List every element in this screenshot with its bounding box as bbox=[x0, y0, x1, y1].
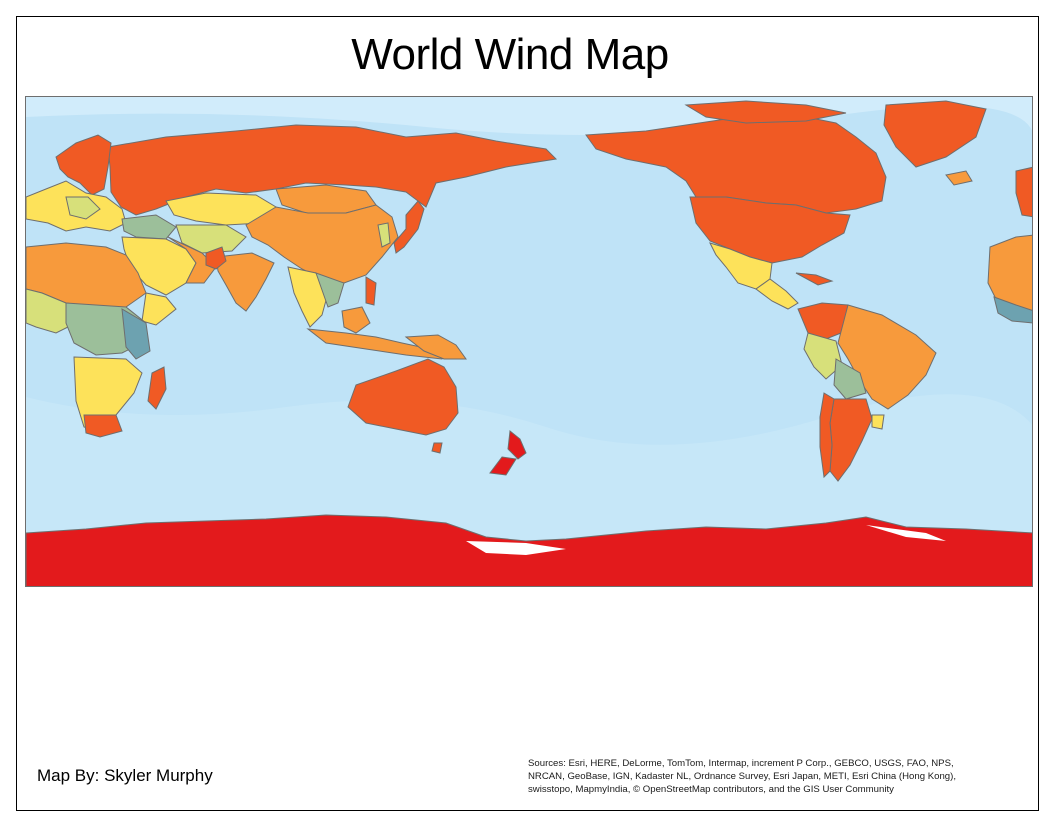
island-greenland bbox=[883, 100, 987, 168]
country-uruguay bbox=[871, 414, 885, 430]
author-credit: Map By: Skyler Murphy bbox=[37, 766, 213, 785]
ice-shelf-weddell bbox=[866, 525, 946, 541]
region-europe-edge bbox=[1015, 166, 1032, 218]
island-philippines bbox=[365, 276, 377, 306]
region-central-europe bbox=[65, 196, 101, 220]
island-tasmania bbox=[431, 442, 443, 454]
country-chile bbox=[819, 392, 835, 479]
sources-line: NRCAN, GeoBase, IGN, Kadaster NL, Ordnan… bbox=[528, 771, 956, 782]
region-west-africa bbox=[26, 288, 77, 334]
island-madagascar bbox=[147, 366, 167, 410]
country-russia bbox=[107, 124, 558, 216]
map-frame[interactable] bbox=[25, 96, 1033, 587]
region-peru-ecuador bbox=[803, 332, 843, 380]
country-japan bbox=[393, 200, 425, 254]
region-central-asia bbox=[175, 224, 247, 254]
country-china bbox=[245, 204, 399, 284]
country-pakistan bbox=[205, 246, 227, 270]
island-new-guinea bbox=[404, 334, 467, 360]
island-iceland bbox=[945, 170, 973, 186]
country-bolivia bbox=[833, 358, 867, 400]
region-horn-of-africa bbox=[141, 292, 177, 326]
country-australia bbox=[347, 358, 459, 436]
sources-line: Sources: Esri, HERE, DeLorme, TomTom, In… bbox=[528, 758, 954, 769]
island-borneo bbox=[341, 306, 371, 334]
country-new-zealand-south bbox=[489, 456, 517, 476]
country-south-africa bbox=[83, 414, 123, 438]
page-frame bbox=[16, 16, 1039, 811]
ice-shelf-ross bbox=[466, 541, 566, 555]
sources-attribution: Sources: Esri, HERE, DeLorme, TomTom, In… bbox=[528, 757, 1023, 796]
country-iran bbox=[167, 236, 217, 284]
country-india bbox=[215, 252, 275, 312]
region-arctic-archipelago bbox=[684, 100, 847, 124]
region-central-america bbox=[755, 278, 799, 310]
region-indochina bbox=[315, 272, 345, 308]
country-new-zealand bbox=[507, 430, 527, 460]
country-korea bbox=[377, 222, 391, 248]
country-scandinavia bbox=[55, 134, 112, 196]
map-title: World Wind Map bbox=[351, 30, 669, 79]
sources-line: swisstopo, MapmyIndia, © OpenStreetMap c… bbox=[528, 784, 894, 795]
world-map[interactable] bbox=[26, 97, 1033, 587]
region-west-africa-edge bbox=[993, 296, 1032, 324]
country-usa bbox=[689, 196, 851, 264]
region-caribbean bbox=[795, 272, 834, 286]
region-east-africa bbox=[121, 308, 151, 360]
